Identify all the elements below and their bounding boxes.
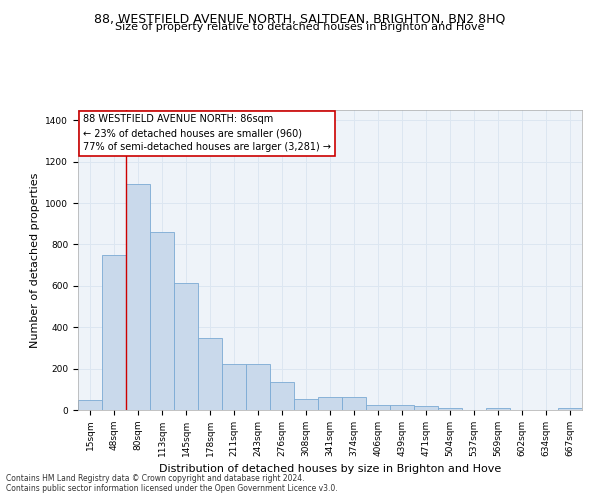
Bar (174, 283, 198, 410)
Bar (486, 408, 510, 410)
Bar (390, 405, 414, 410)
Bar (414, 406, 438, 410)
Text: Contains HM Land Registry data © Crown copyright and database right 2024.: Contains HM Land Registry data © Crown c… (6, 474, 305, 483)
Bar (102, 255, 126, 410)
Bar (342, 396, 366, 410)
Bar (222, 364, 246, 410)
Text: 88 WESTFIELD AVENUE NORTH: 86sqm
← 23% of detached houses are smaller (960)
77% : 88 WESTFIELD AVENUE NORTH: 86sqm ← 23% o… (83, 114, 331, 152)
Bar (438, 408, 462, 410)
Bar (150, 232, 174, 410)
Y-axis label: Number of detached properties: Number of detached properties (30, 172, 40, 348)
Bar (246, 364, 270, 410)
Text: 88, WESTFIELD AVENUE NORTH, SALTDEAN, BRIGHTON, BN2 8HQ: 88, WESTFIELD AVENUE NORTH, SALTDEAN, BR… (94, 12, 506, 26)
Bar (366, 405, 390, 410)
Text: Contains public sector information licensed under the Open Government Licence v3: Contains public sector information licen… (6, 484, 338, 493)
Bar (198, 338, 222, 410)
X-axis label: Distribution of detached houses by size in Brighton and Hove: Distribution of detached houses by size … (159, 464, 501, 474)
Bar (78, 400, 102, 410)
Text: Size of property relative to detached houses in Brighton and Hove: Size of property relative to detached ho… (115, 22, 485, 32)
Bar (558, 408, 582, 410)
Bar (270, 382, 294, 410)
Bar (294, 398, 318, 410)
Bar (126, 184, 150, 410)
Bar (318, 396, 342, 410)
